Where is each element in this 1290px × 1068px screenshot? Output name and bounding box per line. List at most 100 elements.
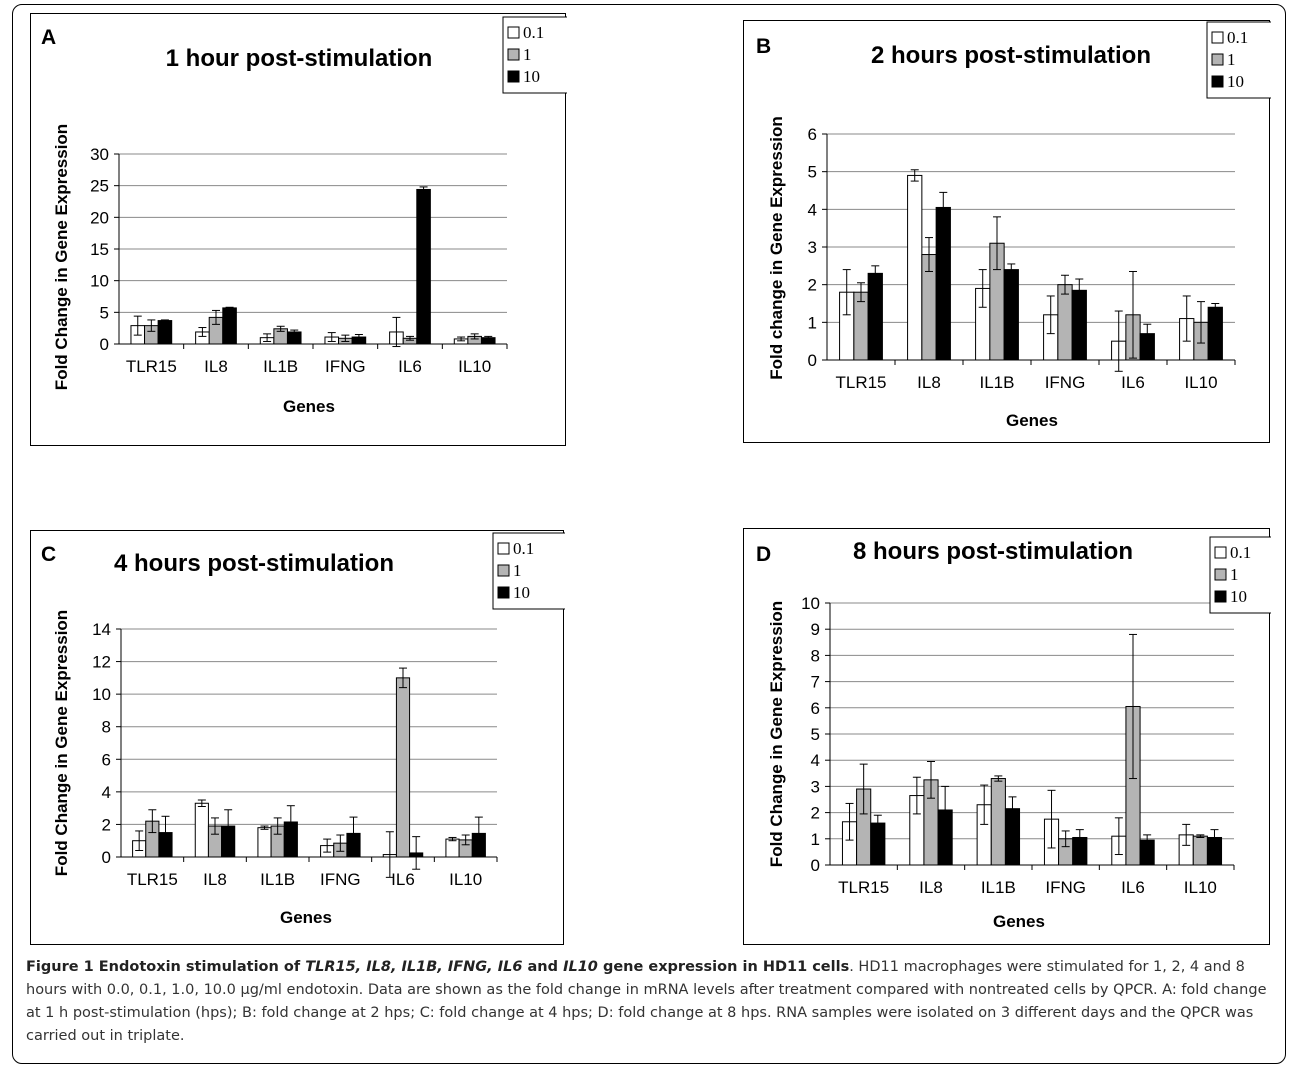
chart-3-legend-label-1: 1 [1230,565,1239,584]
chart-1-y-tick-label: 0 [808,351,817,370]
chart-0-x-axis-label: Genes [283,397,335,416]
chart-0-y-tick-label: 20 [90,208,109,227]
chart-0-legend-label-1: 1 [523,45,532,64]
chart-0-bar-il6-s2 [416,188,431,345]
chart-3-y-tick-label: 3 [811,777,820,796]
chart-1-bar-ifng-s1 [1057,284,1073,361]
chart-3-legend-swatch-2 [1214,590,1227,603]
chart-2-bar-il8-s0 [194,802,209,858]
chart-3-y-tick-label: 7 [811,673,820,692]
chart-1-legend-label-1: 1 [1227,50,1236,69]
chart-1-x-tick-label: IL1B [980,373,1015,392]
chart-2-legend-swatch-2 [497,586,510,599]
chart-1-y-axis-label: Fold change in Gene Expression [767,116,786,380]
chart-3-x-tick-label: TLR15 [838,878,889,897]
chart-1-x-tick-label: IL10 [1184,373,1217,392]
chart-1-bar-tlr15-s2 [867,272,883,361]
chart-3-x-tick-label: IL10 [1184,878,1217,897]
chart-1-x-axis-label: Genes [1006,411,1058,430]
chart-0-y-tick-label: 0 [100,335,109,354]
chart-3-x-tick-label: IFNG [1045,878,1086,897]
chart-0-y-tick-label: 15 [90,240,109,259]
chart-1-x-tick-label: TLR15 [835,373,886,392]
chart-0-legend-label-2: 10 [523,67,540,86]
chart-1-y-tick-label: 1 [808,313,817,332]
chart-1-legend-swatch-0 [1211,31,1224,44]
chart-0-x-tick-label: TLR15 [126,357,177,376]
chart-3-legend-label-2: 10 [1230,587,1247,606]
chart-1-x-tick-label: IL6 [1121,373,1145,392]
chart-3-y-tick-label: 2 [811,804,820,823]
chart-2-x-tick-label: IL1B [260,870,295,889]
chart-1-legend-swatch-1 [1211,53,1224,66]
caption-title-2: and [522,959,564,975]
chart-0-legend-swatch-0 [507,26,520,39]
chart-a: 0 5 10 15 20 25 30 TLR15 IL8 IL1B IFNG IL6 IL10 A 1 ho… [41,16,582,416]
chart-3-title: 8 hours post-stimulation [853,538,1133,565]
caption-title-1: TLR15, IL8, IL1B, IFNG, IL6 [305,959,523,975]
chart-3-y-tick-label: 8 [811,646,820,665]
chart-2-y-tick-label: 0 [102,848,111,867]
chart-1-legend-label-2: 10 [1227,72,1244,91]
chart-1-bar-il10-s2 [1207,306,1223,361]
chart-c: 0 2 4 6 8 10 12 14 TLR15 IL8 IL1B IFNG IL6 IL10 C 4 hou… [41,532,571,927]
chart-0-y-tick-label: 5 [100,303,109,322]
chart-1-bar-tlr15-s1 [853,291,869,361]
chart-0-y-tick-label: 25 [90,177,109,196]
chart-1-y-tick-label: 2 [808,276,817,295]
figure-caption: Figure 1 Endotoxin stimulation of TLR15,… [26,956,1276,1048]
caption-title-3: IL10 [563,959,598,975]
chart-1-y-tick-label: 4 [808,200,817,219]
chart-3-y-tick-label: 4 [811,751,820,770]
chart-0-legend-label-0: 0.1 [523,23,544,42]
chart-2-x-tick-label: IL10 [449,870,482,889]
chart-3-bar-il1b-s1 [990,778,1006,866]
chart-0-y-axis-label: Fold Change in Gene Expression [52,124,71,390]
chart-0-x-tick-label: IFNG [325,357,366,376]
chart-2-x-tick-label: TLR15 [127,870,178,889]
chart-1-y-tick-label: 5 [808,163,817,182]
chart-2-bar-il6-s1 [395,677,411,858]
chart-2-x-tick-label: IL6 [391,870,415,889]
chart-0-bar-il8-s2 [222,307,237,345]
caption-title-4: gene expression in HD11 cells [597,959,850,975]
chart-2-x-axis-label: Genes [280,908,332,927]
chart-b: 0 1 2 3 4 5 6 TLR15 IL8 IL1B IFNG IL6 IL10 B 2 hours p… [756,21,1290,430]
chart-0-panel-letter: A [41,26,56,49]
chart-1-y-tick-label: 3 [808,238,817,257]
chart-3-legend-swatch-0 [1214,546,1227,559]
chart-0-legend-swatch-1 [507,48,520,61]
chart-1-legend-swatch-2 [1211,75,1224,88]
chart-3-y-tick-label: 5 [811,725,820,744]
chart-0-x-tick-label: IL8 [204,357,228,376]
panel-c: 0 2 4 6 8 10 12 14 TLR15 IL8 IL1B IFNG IL6 IL10 C 4 hou… [30,530,571,945]
chart-2-y-tick-label: 10 [92,685,111,704]
chart-0-x-tick-label: IL6 [398,357,422,376]
chart-3-y-tick-label: 6 [811,699,820,718]
chart-1-legend-label-0: 0.1 [1227,28,1248,47]
chart-0-legend-swatch-2 [507,70,520,83]
chart-3-x-tick-label: IL8 [919,878,943,897]
chart-3-y-tick-label: 1 [811,830,820,849]
chart-3-y-axis-label: Fold Change in Gene Expression [767,601,786,867]
chart-2-bar-il1b-s0 [257,827,272,858]
chart-0-y-tick-label: 10 [90,272,109,291]
chart-3-x-axis-label: Genes [993,912,1045,931]
chart-2-legend-swatch-0 [497,542,510,555]
chart-2-legend-swatch-1 [497,564,510,577]
caption-label: Figure 1 [26,959,94,975]
chart-0-y-tick-label: 30 [90,145,109,164]
chart-1-x-tick-label: IL8 [917,373,941,392]
chart-2-y-tick-label: 6 [102,750,111,769]
chart-0-x-tick-label: IL1B [263,357,298,376]
chart-2-legend-label-2: 10 [513,583,530,602]
chart-3-y-tick-label: 10 [801,594,820,613]
chart-1-title: 2 hours post-stimulation [871,42,1151,69]
panel-b: 0 1 2 3 4 5 6 TLR15 IL8 IL1B IFNG IL6 IL10 B 2 hours p… [743,20,1290,443]
chart-1-y-tick-label: 6 [808,125,817,144]
chart-3-panel-letter: D [756,543,771,566]
chart-2-x-tick-label: IL8 [203,870,227,889]
chart-2-legend-label-1: 1 [513,561,522,580]
chart-3-bar-il10-s1 [1192,835,1208,866]
